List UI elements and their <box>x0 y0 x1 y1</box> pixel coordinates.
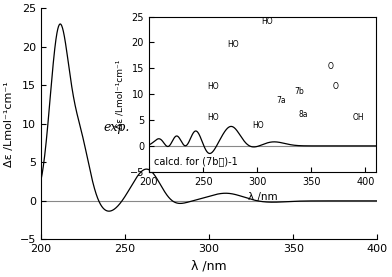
Text: HO: HO <box>207 82 218 91</box>
Text: O: O <box>328 62 334 71</box>
Y-axis label: Δε /Lmol⁻¹cm⁻¹: Δε /Lmol⁻¹cm⁻¹ <box>115 60 124 129</box>
Text: HO: HO <box>227 40 239 49</box>
Text: HO: HO <box>252 121 264 130</box>
Text: OH: OH <box>352 113 364 122</box>
Text: exp.: exp. <box>103 121 129 134</box>
Text: calcd. for (7b΢)-1: calcd. for (7b΢)-1 <box>154 157 238 166</box>
Text: HO: HO <box>261 17 273 26</box>
X-axis label: λ /nm: λ /nm <box>191 260 227 273</box>
Text: 8a: 8a <box>299 110 309 119</box>
X-axis label: λ /nm: λ /nm <box>248 192 278 202</box>
Text: O: O <box>332 82 338 91</box>
Text: 7a: 7a <box>276 96 286 105</box>
Text: 7b: 7b <box>294 87 304 96</box>
Y-axis label: Δε /Lmol⁻¹cm⁻¹: Δε /Lmol⁻¹cm⁻¹ <box>4 81 14 167</box>
Text: HO: HO <box>207 113 218 122</box>
